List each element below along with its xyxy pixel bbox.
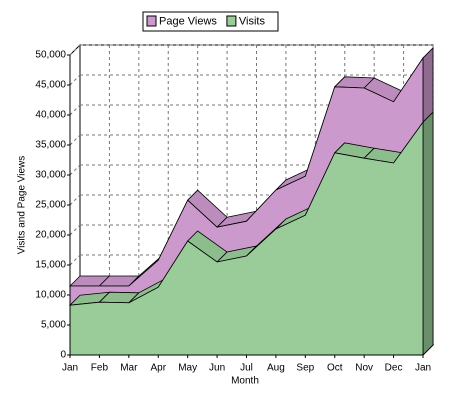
grid-line: [69, 164, 81, 176]
x-tick-label: Nov: [355, 363, 373, 374]
area-side: [422, 111, 434, 356]
x-tick-label: Dec: [385, 363, 403, 374]
y-tick-label: 10,000: [35, 290, 66, 301]
grid-line: [69, 194, 81, 206]
x-tick-label: Jul: [240, 363, 253, 374]
y-tick-label: 50,000: [35, 50, 66, 61]
legend-label: Visits: [239, 15, 266, 27]
x-tick-label: Aug: [267, 363, 285, 374]
y-tick-label: 35,000: [35, 140, 66, 151]
y-tick-label: 20,000: [35, 230, 66, 241]
x-tick-label: Feb: [91, 363, 109, 374]
x-tick-label: May: [178, 363, 197, 374]
grid-line: [69, 74, 81, 86]
x-tick-label: Jun: [209, 363, 225, 374]
legend-swatch: [226, 15, 237, 27]
y-tick-label: 45,000: [35, 80, 66, 91]
grid-line: [69, 224, 81, 236]
y-tick-label: 40,000: [35, 110, 66, 121]
x-tick-label: Jan: [415, 363, 431, 374]
x-tick-label: Jan: [62, 363, 78, 374]
area-front: [69, 120, 424, 356]
legend-swatch: [146, 15, 157, 27]
grid-line: [69, 104, 81, 116]
x-tick-label: Apr: [150, 363, 166, 374]
x-tick-label: Sep: [296, 363, 314, 374]
grid-line: [69, 134, 81, 146]
x-tick-label: Mar: [120, 363, 138, 374]
grid-line: [69, 254, 81, 266]
y-axis-label: Visits and Page Views: [17, 156, 28, 255]
x-tick-label: Oct: [327, 363, 343, 374]
y-tick-label: 15,000: [35, 260, 66, 271]
grid-line: [69, 44, 81, 56]
y-tick-label: 25,000: [35, 200, 66, 211]
y-tick-label: 5,000: [41, 320, 66, 331]
y-tick-label: 0: [60, 350, 66, 361]
legend-label: Page Views: [159, 15, 217, 27]
legend-box: [142, 11, 279, 32]
x-axis-label: Month: [231, 376, 259, 387]
y-tick-label: 30,000: [35, 170, 66, 181]
